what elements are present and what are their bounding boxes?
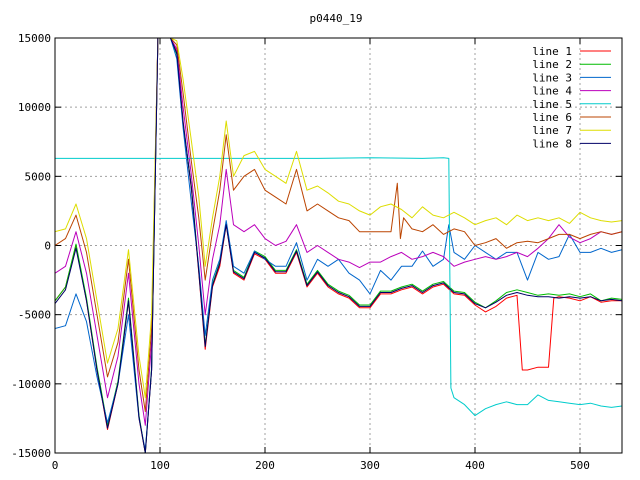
y-tick-label: 5000 [25,170,52,183]
x-tick-label: 400 [465,459,485,472]
series-line-8 [55,38,622,453]
grid [55,38,622,453]
y-tick-label: 15000 [18,32,51,45]
series-line-4 [55,38,622,426]
series-group [55,38,622,453]
legend-label: line 3 [532,71,572,84]
series-line-7 [55,38,622,399]
legend-label: line 8 [532,137,572,150]
y-tick-label: -5000 [18,309,51,322]
y-tick-label: -10000 [11,378,51,391]
x-tick-label: 0 [52,459,59,472]
x-tick-label: 200 [255,459,275,472]
legend-label: line 7 [532,124,572,137]
legend-label: line 6 [532,111,572,124]
plot-frame [54,37,623,454]
legend-label: line 2 [532,58,572,71]
y-tick-label: -15000 [11,447,51,460]
x-tick-label: 100 [150,459,170,472]
legend-label: line 5 [532,98,572,111]
y-tick-label: 10000 [18,101,51,114]
legend-label: line 1 [532,45,572,58]
chart-title: p0440_19 [310,12,363,25]
x-tick-label: 500 [570,459,590,472]
legend-label: line 4 [532,85,572,98]
x-tick-label: 300 [360,459,380,472]
y-tick-label: 0 [44,240,51,253]
series-line-5 [55,157,622,417]
